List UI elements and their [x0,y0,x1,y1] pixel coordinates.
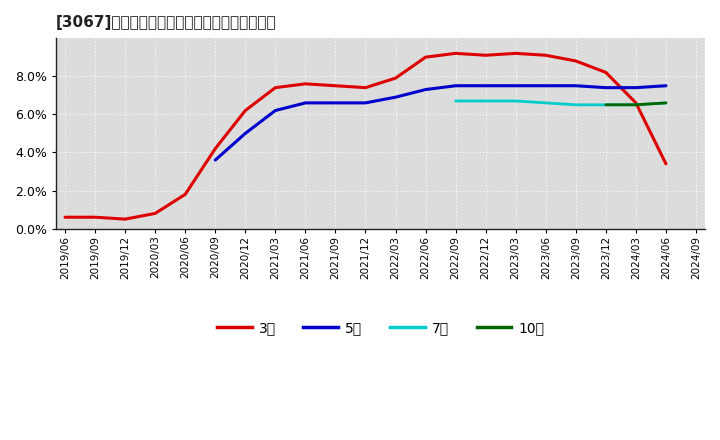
Text: [3067]　当期純利益マージンの標準偏差の推移: [3067] 当期純利益マージンの標準偏差の推移 [56,15,276,30]
Legend: 3年, 5年, 7年, 10年: 3年, 5年, 7年, 10年 [211,315,550,341]
